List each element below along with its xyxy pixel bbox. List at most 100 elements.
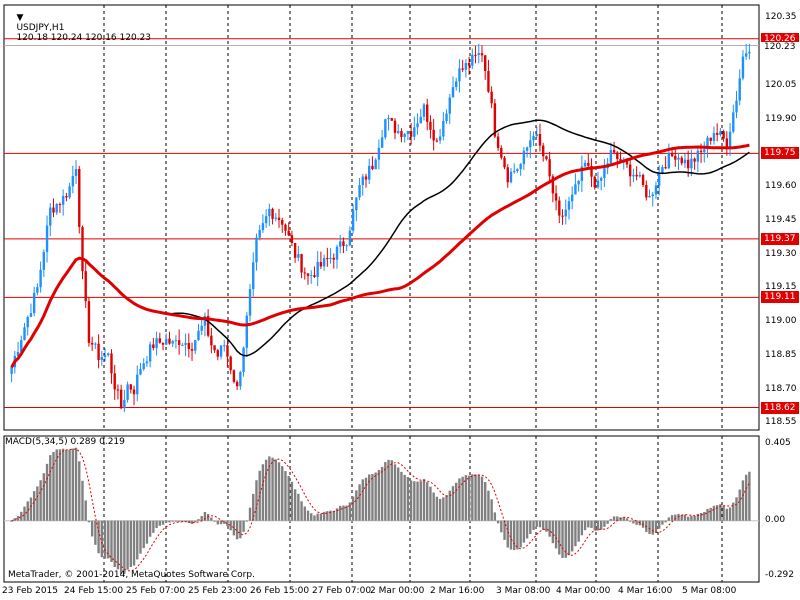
macd-histogram-bar — [351, 496, 355, 521]
macd-histogram-bar — [306, 510, 310, 521]
moving-average-slow-line — [10, 143, 750, 368]
macd-histogram-bar — [232, 520, 236, 536]
candle-body — [596, 180, 600, 188]
macd-histogram-bar — [107, 520, 110, 559]
macd-histogram-bar — [171, 520, 174, 522]
macd-histogram-bar — [113, 520, 116, 567]
candle-body — [129, 384, 133, 390]
candle-body — [712, 133, 716, 141]
candle-body — [413, 127, 416, 137]
candle-body — [686, 159, 690, 169]
macd-histogram-bar — [203, 512, 207, 521]
macd-histogram-bar — [667, 517, 671, 521]
macd-histogram-bar — [248, 507, 252, 521]
macd-histogram-bar — [661, 520, 664, 525]
price-level-tag: 120.26 — [761, 32, 799, 45]
candle-body — [477, 53, 480, 55]
macd-histogram-bar — [403, 474, 406, 521]
candle-body — [300, 254, 303, 273]
candle-body — [387, 118, 390, 120]
macd-histogram-bar — [516, 520, 519, 550]
macd-histogram-bar — [509, 520, 513, 550]
candle-body — [371, 165, 374, 170]
macd-histogram-bar — [303, 506, 306, 521]
macd-histogram-bar — [274, 459, 277, 521]
macd-histogram-bar — [506, 520, 509, 548]
macd-histogram-bar — [715, 505, 719, 521]
candle-body — [313, 275, 316, 278]
macd-histogram-bar — [532, 520, 535, 530]
macd-histogram-bar — [145, 520, 149, 544]
candle-body — [416, 123, 419, 128]
candle-body — [20, 340, 23, 352]
candle-body — [377, 147, 381, 160]
macd-histogram-bar — [374, 472, 377, 521]
macd-histogram-bar — [339, 505, 342, 521]
macd-histogram-bar — [416, 481, 419, 521]
macd-histogram-bar — [606, 520, 609, 524]
macd-tick-label: -0.292 — [765, 570, 795, 580]
candle-body — [78, 169, 81, 227]
candle-body — [496, 136, 500, 148]
candle-body — [535, 133, 538, 137]
macd-histogram-bar — [400, 471, 403, 521]
macd-histogram-bar — [358, 484, 361, 521]
macd-histogram-bar — [348, 502, 352, 521]
macd-histogram-bar — [487, 490, 490, 521]
candle-body — [332, 257, 335, 260]
candle-body — [255, 237, 258, 263]
macd-histogram-bar — [554, 520, 558, 549]
macd-histogram-bar — [13, 518, 17, 521]
dropdown-triangle-icon[interactable]: ▼ — [16, 13, 24, 23]
candle-body — [706, 137, 709, 150]
macd-histogram-bar — [480, 476, 484, 521]
macd-histogram-bar — [364, 477, 368, 521]
candle-body — [554, 193, 558, 201]
macd-histogram-bar — [484, 482, 487, 521]
macd-histogram-bar — [61, 448, 65, 521]
macd-tick-label: 0.00 — [765, 514, 786, 525]
candle-body — [87, 301, 91, 343]
macd-histogram-bar — [699, 513, 703, 521]
macd-histogram-bar — [90, 520, 94, 537]
macd-histogram-bar — [564, 520, 567, 558]
macd-histogram-bar — [65, 449, 68, 521]
macd-histogram-bar — [442, 497, 445, 521]
candle-body — [438, 136, 442, 141]
candle-body — [168, 338, 171, 344]
candle-body — [23, 327, 26, 341]
macd-histogram-bar — [493, 512, 497, 521]
candle-body — [126, 384, 129, 400]
macd-histogram-bar — [368, 474, 371, 521]
macd-histogram-bar — [558, 520, 561, 555]
candle-body — [699, 150, 703, 153]
macd-histogram-bar — [152, 520, 155, 533]
candle-body — [190, 348, 194, 351]
candle-body — [654, 185, 658, 195]
macd-histogram-bar — [648, 520, 651, 534]
macd-tick-label: 0.405 — [765, 438, 791, 448]
candle-body — [10, 367, 13, 374]
macd-histogram-bar — [674, 514, 677, 521]
macd-histogram-bar — [696, 513, 700, 521]
macd-histogram-bar — [728, 507, 732, 521]
macd-histogram-bar — [332, 510, 335, 521]
time-tick-label: 2 Mar 16:00 — [430, 586, 485, 596]
macd-histogram-bar — [496, 520, 500, 524]
macd-histogram-bar — [406, 476, 410, 521]
candle-body — [522, 150, 526, 165]
macd-histogram-bar — [448, 490, 451, 521]
candle-body — [445, 113, 448, 121]
macd-histogram-bar — [616, 516, 619, 521]
candle-body — [564, 209, 567, 217]
candle-body — [645, 184, 648, 198]
macd-histogram-bar — [245, 520, 248, 522]
candle-body — [409, 131, 413, 137]
macd-histogram-bar — [87, 520, 91, 523]
macd-histogram-bar — [190, 520, 194, 524]
candle-body — [342, 241, 345, 246]
candle-body — [380, 137, 384, 148]
candle-body — [525, 147, 529, 151]
